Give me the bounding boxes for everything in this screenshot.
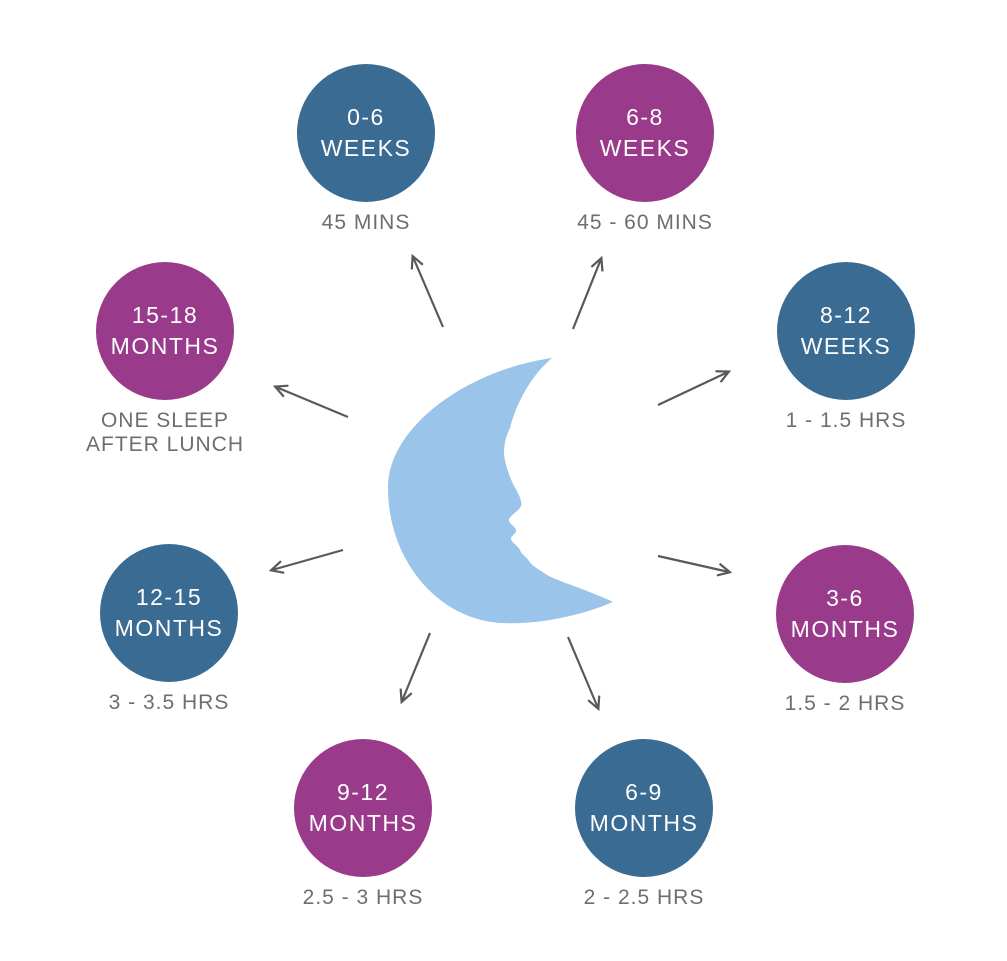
- node-9-12-months: 9-12 MONTHS 2.5 - 3 HRS: [294, 739, 432, 909]
- age-range: 15-18: [131, 302, 199, 328]
- nap-duration-label: 45 MINS: [321, 211, 411, 234]
- nap-duration-label: 2 - 2.5 HRS: [583, 886, 705, 909]
- age-range: 12-15: [135, 584, 203, 610]
- age-label: 15-18 MONTHS: [111, 300, 220, 362]
- node-3-6-months: 3-6 MONTHS 1.5 - 2 HRS: [776, 545, 914, 715]
- nap-duration-label: 2.5 - 3 HRS: [302, 886, 424, 909]
- age-bubble: 15-18 MONTHS: [96, 262, 234, 400]
- age-label: 6-9 MONTHS: [590, 777, 699, 839]
- node-15-18-months: 15-18 MONTHS ONE SLEEP AFTER LUNCH: [86, 262, 243, 456]
- node-6-8-weeks: 6-8 WEEKS 45 - 60 MINS: [576, 64, 714, 234]
- arrow-to-9-12-months-icon: [399, 632, 432, 705]
- nap-duration-label: 1 - 1.5 HRS: [785, 409, 907, 432]
- age-range: 8-12: [819, 302, 873, 328]
- age-bubble: 8-12 WEEKS: [777, 262, 915, 400]
- arrow-to-6-8-weeks-icon: [571, 255, 604, 330]
- age-label: 3-6 MONTHS: [791, 583, 900, 645]
- age-unit: MONTHS: [114, 615, 224, 641]
- arrow-to-12-15-months-icon: [268, 548, 344, 574]
- age-range: 6-8: [626, 104, 664, 130]
- age-bubble: 9-12 MONTHS: [294, 739, 432, 877]
- nap-duration-line2: AFTER LUNCH: [85, 433, 245, 456]
- age-unit: MONTHS: [308, 810, 418, 836]
- age-bubble: 12-15 MONTHS: [100, 544, 238, 682]
- age-unit: MONTHS: [110, 333, 220, 359]
- age-range: 6-9: [625, 779, 663, 805]
- arrow-to-6-9-months-icon: [566, 636, 601, 712]
- node-12-15-months: 12-15 MONTHS 3 - 3.5 HRS: [100, 544, 238, 714]
- age-label: 12-15 MONTHS: [115, 582, 224, 644]
- age-label: 9-12 MONTHS: [309, 777, 418, 839]
- arrow-to-0-6-weeks-icon: [410, 253, 445, 328]
- age-label: 0-6 WEEKS: [321, 102, 412, 164]
- nap-duration-label: ONE SLEEP AFTER LUNCH: [86, 409, 244, 457]
- age-unit: MONTHS: [589, 810, 699, 836]
- age-bubble: 6-9 MONTHS: [575, 739, 713, 877]
- nap-duration-line1: ONE SLEEP: [100, 409, 230, 432]
- age-bubble: 6-8 WEEKS: [576, 64, 714, 202]
- node-8-12-weeks: 8-12 WEEKS 1 - 1.5 HRS: [777, 262, 915, 432]
- nap-duration-label: 1.5 - 2 HRS: [784, 692, 906, 715]
- age-range: 0-6: [347, 104, 385, 130]
- arrow-to-8-12-weeks-icon: [657, 370, 732, 406]
- age-bubble: 3-6 MONTHS: [776, 545, 914, 683]
- age-range: 3-6: [826, 585, 864, 611]
- node-6-9-months: 6-9 MONTHS 2 - 2.5 HRS: [575, 739, 713, 909]
- age-unit: WEEKS: [800, 333, 892, 359]
- arrow-to-15-18-months-icon: [272, 384, 349, 419]
- crescent-moon-baby-face-icon: [388, 358, 613, 624]
- age-unit: WEEKS: [599, 135, 691, 161]
- age-unit: WEEKS: [320, 135, 412, 161]
- age-label: 6-8 WEEKS: [600, 102, 691, 164]
- age-unit: MONTHS: [790, 616, 900, 642]
- arrow-to-3-6-months-icon: [657, 554, 733, 577]
- node-0-6-weeks: 0-6 WEEKS 45 MINS: [297, 64, 435, 234]
- age-bubble: 0-6 WEEKS: [297, 64, 435, 202]
- nap-duration-label: 45 - 60 MINS: [577, 211, 713, 234]
- age-label: 8-12 WEEKS: [801, 300, 892, 362]
- age-range: 9-12: [336, 779, 390, 805]
- nap-duration-label: 3 - 3.5 HRS: [108, 691, 230, 714]
